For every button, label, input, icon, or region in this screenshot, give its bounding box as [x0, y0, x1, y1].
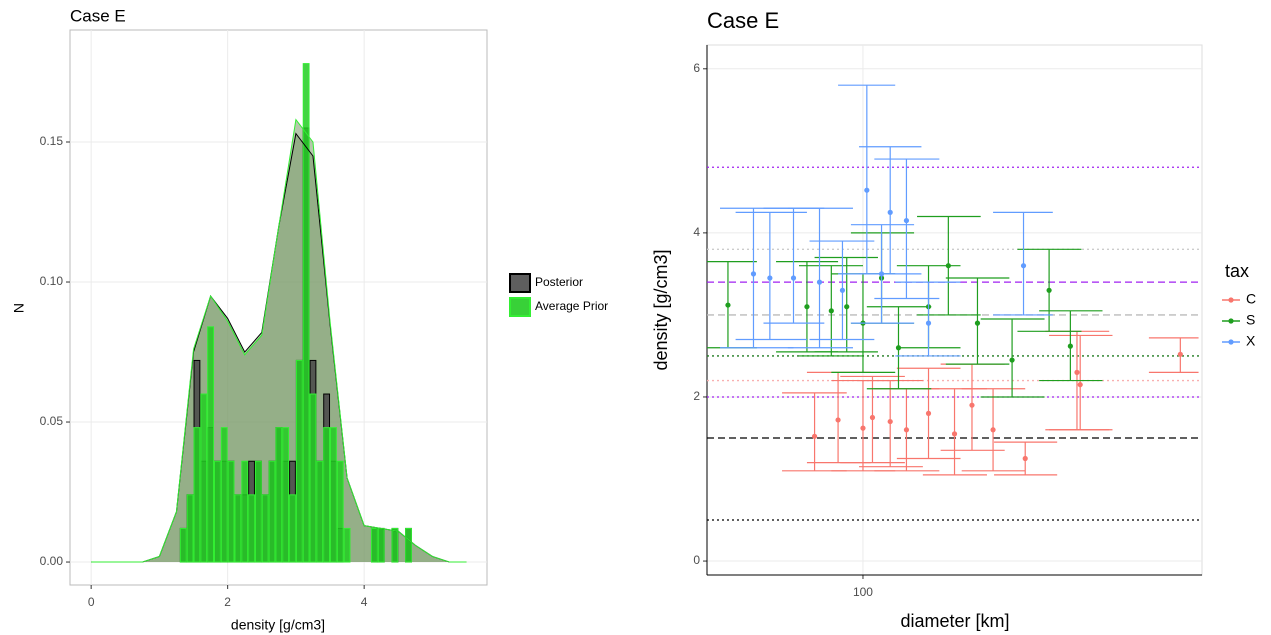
histogram-bar: [193, 427, 201, 563]
histogram-bar: [295, 359, 303, 563]
histogram-bar: [330, 427, 337, 563]
legend-title: tax: [1225, 261, 1249, 281]
legend-label: Posterior: [535, 275, 583, 289]
histogram-bar: [323, 427, 331, 563]
y-tick-label: 2: [693, 389, 700, 403]
x-tick-label: 4: [361, 595, 368, 609]
histogram-bar: [248, 494, 255, 563]
histogram-bar: [241, 460, 249, 563]
data-point: [1077, 382, 1083, 388]
y-tick-label: 0: [693, 553, 700, 567]
data-point: [1074, 369, 1080, 375]
histogram-bar: [316, 460, 324, 563]
legend-swatch: [1228, 318, 1234, 324]
data-point: [1067, 343, 1073, 349]
histogram-bar: [302, 63, 310, 563]
legend-swatch: [509, 273, 531, 293]
data-point: [990, 427, 996, 433]
x-axis-label: diameter [km]: [900, 611, 1009, 631]
y-tick-label: 0.15: [40, 134, 64, 148]
histogram-bar: [309, 393, 317, 563]
histogram-bar: [268, 460, 276, 563]
data-point: [887, 418, 893, 425]
data-point: [925, 320, 932, 326]
data-point: [1022, 455, 1028, 462]
plot-panel: [706, 44, 1203, 576]
chart-title: Case E: [70, 6, 126, 25]
x-tick-label: 2: [224, 595, 231, 609]
data-point: [974, 320, 981, 326]
histogram-bar: [254, 460, 262, 563]
data-point: [945, 263, 951, 269]
histogram-bar: [282, 427, 290, 563]
data-point: [1177, 351, 1183, 357]
histogram-bar: [186, 494, 194, 563]
histogram-bar: [336, 460, 344, 563]
legend-label: C: [1246, 291, 1256, 307]
data-point: [860, 425, 866, 431]
data-point: [790, 275, 797, 281]
legend-swatch: [1228, 339, 1234, 345]
density-area: [91, 119, 467, 563]
histogram-bar: [289, 494, 296, 563]
data-point: [725, 302, 731, 308]
data-point: [1009, 357, 1015, 363]
data-point: [828, 308, 834, 314]
histogram-bar: [391, 527, 399, 563]
data-point: [925, 410, 932, 416]
histogram-bar: [261, 494, 269, 563]
density-line: [91, 118, 467, 563]
data-point: [969, 402, 975, 408]
data-point: [903, 427, 910, 433]
data-point: [750, 271, 757, 277]
y-tick-label: 0.05: [40, 414, 64, 428]
histogram-bar: [377, 527, 385, 563]
data-point: [816, 279, 823, 285]
data-point: [903, 217, 910, 224]
y-axis-label: N: [11, 303, 27, 313]
data-point: [844, 304, 850, 310]
y-tick-label: 0.00: [40, 554, 64, 568]
data-point: [811, 433, 818, 439]
data-point: [864, 187, 870, 193]
legend-swatch: [1228, 297, 1234, 303]
histogram-bar: [179, 527, 187, 563]
data-point: [1046, 287, 1052, 293]
data-point: [869, 414, 876, 421]
histogram-bar: [227, 460, 235, 563]
data-point: [804, 304, 810, 310]
histogram-bar: [343, 527, 351, 563]
x-tick-label: 0: [88, 595, 95, 609]
data-point: [767, 275, 773, 281]
histogram-bar: [207, 326, 215, 563]
histogram-bar: [220, 427, 228, 563]
data-point: [835, 417, 841, 423]
chart-title: Case E: [707, 8, 779, 33]
legend-label: X: [1246, 333, 1256, 349]
y-tick-label: 0.10: [40, 274, 64, 288]
data-point: [1020, 263, 1027, 269]
histogram-bar: [275, 427, 283, 563]
y-axis-label: density [g/cm3]: [651, 249, 671, 370]
histogram-bar: [234, 494, 242, 563]
legend-label: S: [1246, 312, 1255, 328]
y-tick-label: 4: [693, 225, 700, 239]
histogram-bar: [370, 527, 378, 563]
y-tick-label: 6: [693, 61, 700, 75]
data-point: [839, 287, 846, 293]
legend-label: Average Prior: [535, 299, 608, 313]
data-point: [951, 431, 958, 437]
histogram-bar: [214, 460, 221, 563]
legend-swatch: [509, 297, 531, 317]
data-point: [887, 209, 893, 215]
histogram-bar: [200, 393, 208, 563]
histogram-bar: [405, 527, 412, 563]
x-tick-label: 100: [853, 585, 873, 599]
x-axis-label: density [g/cm3]: [231, 617, 325, 633]
